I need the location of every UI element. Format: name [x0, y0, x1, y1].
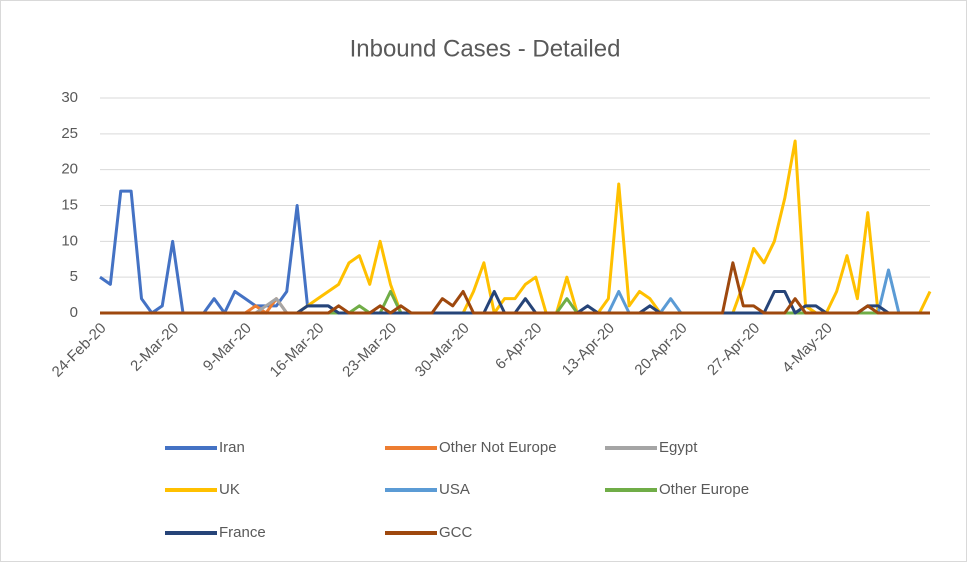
legend-label: Other Not Europe: [439, 439, 557, 456]
legend-label: Other Europe: [659, 481, 749, 498]
legend-label: France: [219, 524, 266, 541]
series-line: [100, 261, 930, 315]
legend-label: Iran: [219, 439, 245, 456]
y-tick-label: 20: [61, 161, 78, 178]
legend-label: USA: [439, 481, 470, 498]
legend-label: UK: [219, 481, 240, 498]
y-tick-label: 25: [61, 125, 78, 142]
legend-label: Egypt: [659, 439, 698, 456]
y-tick-label: 15: [61, 196, 78, 213]
legend-label: GCC: [439, 524, 473, 541]
y-tick-label: 30: [61, 89, 78, 106]
y-tick-label: 5: [70, 268, 78, 285]
y-tick-label: 10: [61, 232, 78, 249]
y-tick-label: 0: [70, 304, 78, 321]
chart-title: Inbound Cases - Detailed: [350, 35, 621, 62]
